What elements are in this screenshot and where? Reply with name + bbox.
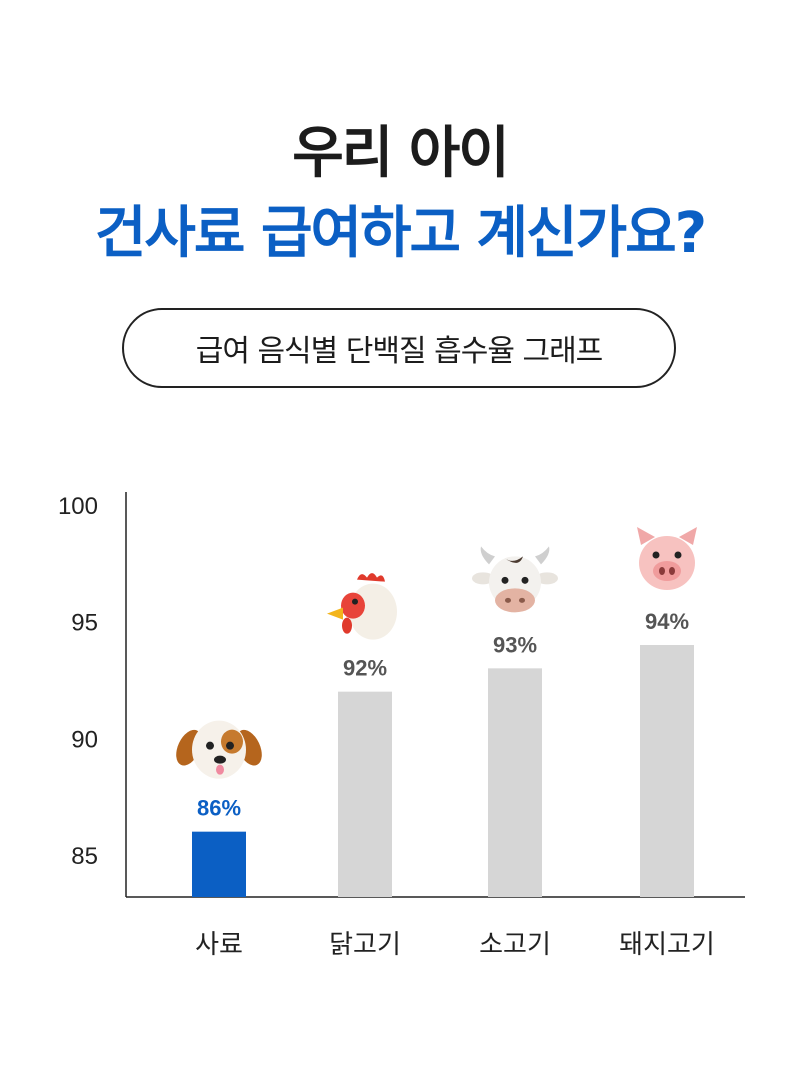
chart-title: 급여 음식별 단백질 흡수율 그래프 [195,334,604,369]
bar-2 [338,691,392,897]
title-line-1: 우리 아이 [292,121,510,186]
dog-face-icon [176,720,262,779]
bar-chart: 85 90 95 100 86% 사료 92% 닭고기 93% 소고기 94% 돼지고기 [58,492,745,960]
y-tick-label: 100 [58,493,98,520]
y-tick-label: 85 [71,843,98,870]
chicken-icon [327,573,397,640]
pig-face-icon [637,527,697,590]
title-line-2: 건사료 급여하고 계신가요? [94,201,707,266]
x-tick-label-4: 돼지고기 [619,930,715,960]
data-label-3: 93% [493,632,537,657]
bar-1 [192,831,246,897]
y-tick-label: 90 [71,726,98,753]
cow-face-icon [472,546,558,613]
data-label-4: 94% [645,609,689,634]
x-tick-label-1: 사료 [195,930,243,960]
x-tick-label-2: 닭고기 [329,930,401,960]
bar-3 [488,668,542,897]
data-label-2: 92% [343,656,387,681]
chart-title-pill: 급여 음식별 단백질 흡수율 그래프 [122,308,676,388]
bar-4 [640,645,694,897]
data-label-1: 86% [197,796,241,821]
x-tick-label-3: 소고기 [479,930,551,960]
y-tick-label: 95 [71,610,98,637]
